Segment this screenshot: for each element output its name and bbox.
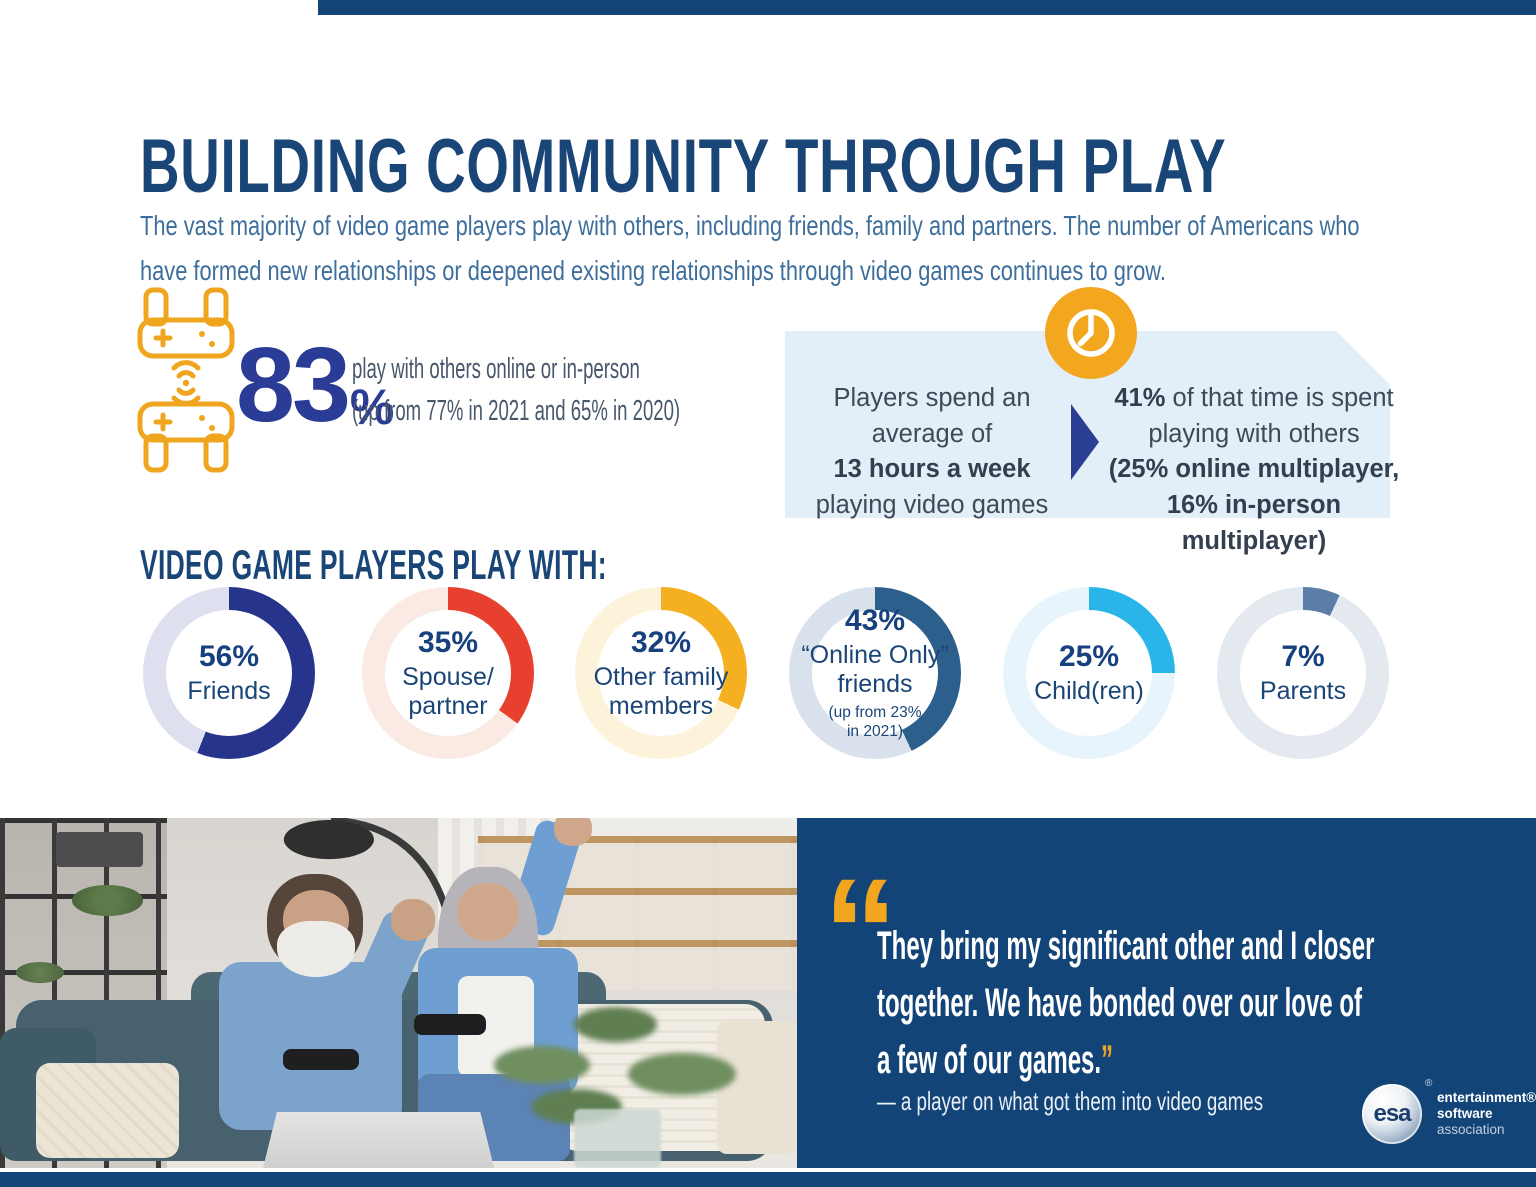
esa-text-line1: entertainment® [1437, 1090, 1536, 1105]
section-heading: VIDEO GAME PLAYERS PLAY WITH: [140, 540, 607, 588]
photo-man-controller [282, 1049, 359, 1070]
donut-label-parents: 7% Parents [1217, 587, 1389, 759]
photo-man-torso [219, 961, 403, 1130]
donut-ring [362, 587, 534, 759]
headline-stat-caption: play with others online or in-person (up… [352, 348, 680, 432]
esa-monogram: esa [1373, 1100, 1411, 1127]
photo-shelf-plant [71, 884, 144, 916]
time-left-line3: 13 hours a week [833, 455, 1031, 484]
bottom-accent-bar [0, 1172, 1536, 1187]
donut-label-other-family: 32% Other family members [575, 587, 747, 759]
multiplayer-controllers-icon [137, 287, 235, 473]
donut-label-online-only: 43% “Online Only” friends (up from 23% i… [789, 587, 961, 759]
photo-man-beard [277, 921, 356, 978]
donut-label: Friends [187, 677, 271, 706]
top-accent-bar [318, 0, 1536, 15]
time-right-line4: 16% in-person multiplayer) [1166, 491, 1342, 555]
donut-ring [1217, 587, 1389, 759]
donut-ring [143, 587, 315, 759]
photo-woman-hand [553, 818, 593, 846]
photo-blanket [717, 1021, 797, 1154]
quote-text: They bring my significant other and I cl… [877, 918, 1536, 1088]
photo-storage-box [55, 832, 144, 867]
time-right-line2: playing with others [1148, 419, 1360, 448]
donut-pct: 25% [1058, 640, 1120, 674]
photo-shelf-plant-small [15, 961, 64, 983]
photo-glass-vase [573, 1108, 662, 1168]
time-stat-right-text: 41% of that time is spent playing with o… [1104, 381, 1404, 559]
time-right-line1-rest: of that time is spent [1165, 384, 1394, 412]
donut-label: Other family members [593, 663, 729, 720]
donut-label-children: 25% Child(ren) [1003, 587, 1175, 759]
donut-pct: 7% [1281, 640, 1325, 674]
donut-chart-children: 25% Child(ren) [1003, 587, 1175, 759]
page-title: BUILDING COMMUNITY THROUGH PLAY [140, 123, 1227, 209]
quote-panel: “ They bring my significant other and I … [797, 818, 1536, 1168]
stat-83-value: 83 [236, 326, 351, 444]
time-right-line1: 41% of that time is spent [1104, 381, 1404, 417]
quote-attribution: — a player on what got them into video g… [877, 1086, 1264, 1116]
donut-ring [789, 587, 961, 759]
esa-logo-globe: esa [1362, 1084, 1422, 1144]
photo-woman-controller [414, 1014, 487, 1035]
esa-logo-text: entertainment® software association [1437, 1090, 1536, 1138]
donut-chart-parents: 7% Parents [1217, 587, 1389, 759]
donut-ring [575, 587, 747, 759]
close-quote-icon: ” [1101, 1037, 1114, 1082]
esa-text-line2: software [1437, 1106, 1493, 1121]
donut-label: Spouse/ partner [402, 663, 494, 720]
photo-couple-gaming [0, 818, 797, 1168]
quote-body: They bring my significant other and I cl… [877, 924, 1375, 1082]
time-left-line1: Players spend an [833, 384, 1031, 412]
time-stat-left-text: Players spend an average of 13 hours a w… [812, 381, 1052, 524]
photo-laptop [263, 1112, 495, 1168]
headline-stat: 83 % [236, 326, 395, 444]
donut-pct: 35% [417, 626, 479, 659]
intro-paragraph: The vast majority of video game players … [140, 210, 1360, 286]
donut-pct: 43% [844, 604, 906, 638]
headline-stat-caption-line1: play with others online or in-person [352, 353, 640, 385]
time-left-line2: average of [871, 419, 993, 448]
clock-icon [1045, 287, 1137, 379]
esa-text-line3: association [1437, 1122, 1505, 1137]
photo-woman-head [456, 882, 519, 941]
donut-ring [1003, 587, 1175, 759]
donut-chart-other-family: 32% Other family members [575, 587, 747, 759]
donut-label-spouse: 35% Spouse/ partner [362, 587, 534, 759]
donut-pct: 56% [198, 640, 260, 674]
donut-chart-spouse-partner: 35% Spouse/ partner [362, 587, 534, 759]
open-quote-icon: “ [823, 847, 898, 1015]
donut-label-friends: 56% Friends [143, 587, 315, 759]
time-left-line4: playing video games [815, 491, 1049, 520]
time-right-pct: 41% [1114, 384, 1166, 412]
donut-pct: 32% [630, 626, 692, 659]
donut-label: Parents [1259, 677, 1347, 706]
donut-label: Child(ren) [1034, 677, 1144, 706]
photo-pillow-left [35, 1063, 180, 1158]
headline-stat-caption-line2: (up from 77% in 2021 and 65% in 2020) [352, 395, 681, 428]
donut-label: “Online Only” friends [801, 641, 949, 698]
donut-chart-friends: 56% Friends [143, 587, 315, 759]
donut-note: (up from 23% in 2021) [828, 704, 922, 740]
stat-83-percent-sign: % [349, 378, 395, 435]
time-right-line3: (25% online multiplayer, [1108, 455, 1400, 484]
photo-man-fist [390, 898, 436, 941]
donut-chart-online-only-friends: 43% “Online Only” friends (up from 23% i… [789, 587, 961, 759]
esa-registered-mark: ® [1425, 1078, 1433, 1089]
